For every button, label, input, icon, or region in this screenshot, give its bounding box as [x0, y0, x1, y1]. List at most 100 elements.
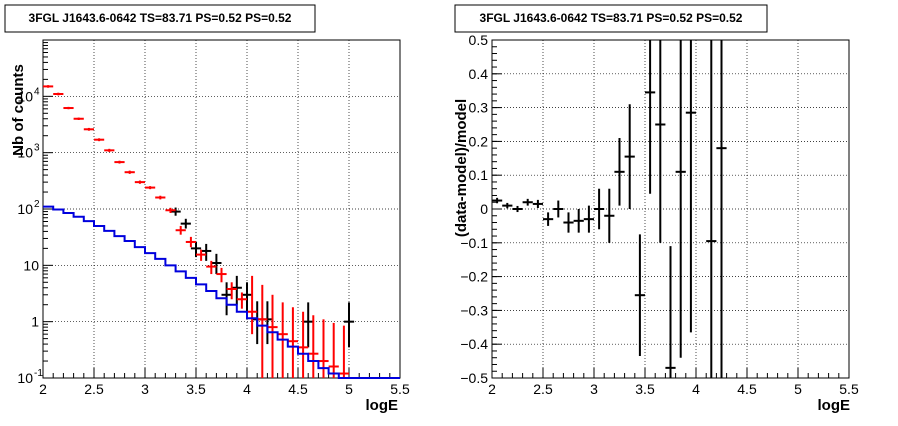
x-tick-label: 3 [590, 381, 598, 397]
data-point [104, 148, 115, 152]
data-point [267, 294, 278, 378]
data-point [583, 205, 594, 233]
title-box [454, 4, 768, 33]
y-tick-label: 10 [17, 88, 33, 104]
data-point [201, 243, 212, 261]
data-point [114, 160, 125, 164]
y-tick-exponent: 4 [34, 86, 40, 97]
y-tick-label: 1 [31, 314, 39, 330]
data-point [94, 138, 105, 142]
data-point [594, 188, 605, 230]
y-axis-label: (data-model)/model [453, 99, 470, 237]
x-axis-label: logE [366, 397, 399, 414]
x-tick-label: 5 [345, 381, 353, 397]
data-point [303, 302, 314, 348]
x-tick-label: 2.5 [533, 381, 553, 397]
data-point [532, 199, 543, 208]
data-point [343, 302, 355, 348]
data-point [543, 212, 554, 226]
data-point [155, 195, 166, 200]
data-point [216, 267, 227, 283]
data-point [492, 197, 503, 204]
y-tick-label: 0 [480, 201, 488, 217]
chart-title: 3FGL J1643.6-0642 TS=83.71 PS=0.52 PS=0.… [480, 11, 743, 25]
y-tick-label: 0.4 [469, 66, 489, 82]
data-point [165, 207, 176, 213]
y-tick-label: 10 [23, 257, 39, 273]
y-tick-exponent: -1 [34, 368, 43, 379]
residuals-plot: 3FGL J1643.6-0642 TS=83.71 PS=0.52 PS=0.… [453, 4, 859, 414]
y-tick-label: 0.5 [469, 32, 489, 48]
x-tick-label: 4 [692, 381, 700, 397]
y-tick-label: 0.3 [469, 100, 489, 116]
data-point [512, 205, 523, 213]
data-point [196, 249, 207, 261]
data-point [706, 40, 717, 378]
x-tick-label: 4.5 [288, 381, 308, 397]
data-point [180, 218, 191, 229]
data-point [287, 307, 298, 378]
x-tick-label: 2 [488, 381, 496, 397]
data-point [211, 253, 222, 275]
data-point [236, 292, 247, 309]
data-point [185, 236, 196, 248]
y-axis-label: Nb of counts [10, 64, 27, 156]
y-tick-label: −0.4 [460, 336, 488, 352]
data-point [645, 40, 656, 194]
x-tick-label: 4 [243, 381, 251, 397]
data-point [318, 319, 329, 378]
x-tick-label: 3.5 [635, 381, 655, 397]
x-tick-label: 5.5 [839, 381, 859, 397]
y-tick-label: −0.3 [460, 302, 488, 318]
y-tick-label: 10 [17, 201, 33, 217]
data-point [257, 284, 268, 378]
x-tick-label: 5.5 [390, 381, 410, 397]
data-point [614, 138, 625, 206]
x-tick-label: 2 [39, 381, 47, 397]
data-point [716, 40, 727, 378]
data-point [655, 40, 666, 243]
data-point [247, 275, 258, 335]
data-point [553, 200, 564, 218]
data-point [124, 170, 135, 174]
counts-plot: 3FGL J1643.6-0642 TS=83.71 PS=0.52 PS=0.… [4, 4, 410, 414]
y-tick-label: −0.5 [460, 370, 488, 386]
y-tick-label: 10 [17, 370, 33, 386]
y-tick-label: −0.2 [460, 269, 488, 285]
data-point [53, 92, 64, 96]
data-point [43, 85, 54, 88]
data-point [624, 104, 635, 209]
data-point [604, 188, 615, 243]
data-point [685, 40, 696, 333]
x-tick-label: 2.5 [84, 381, 104, 397]
y-tick-label: 10 [17, 145, 33, 161]
data-point [175, 225, 186, 235]
data-point [83, 127, 94, 131]
data-point [134, 180, 145, 184]
data-point [522, 198, 533, 206]
data-point [328, 322, 339, 378]
data-point [502, 202, 513, 209]
x-tick-label: 3.5 [186, 381, 206, 397]
x-tick-label: 3 [141, 381, 149, 397]
y-tick-label: −0.1 [460, 235, 488, 251]
data-point [73, 117, 84, 121]
data-point [634, 234, 645, 357]
y-tick-label: 0.2 [469, 133, 489, 149]
y-tick-exponent: 3 [34, 143, 40, 154]
x-axis-label: logE [818, 397, 851, 414]
data-point [563, 212, 574, 233]
y-tick-exponent: 2 [34, 199, 40, 210]
data-point [145, 186, 156, 190]
model-histogram [43, 205, 400, 379]
data-point [262, 301, 273, 345]
data-point [298, 311, 309, 378]
y-tick-label: 0.1 [469, 167, 489, 183]
data-point [231, 275, 242, 305]
data-point [675, 40, 686, 358]
x-tick-label: 4.5 [737, 381, 757, 397]
title-box [4, 4, 316, 33]
data-point [573, 209, 584, 233]
